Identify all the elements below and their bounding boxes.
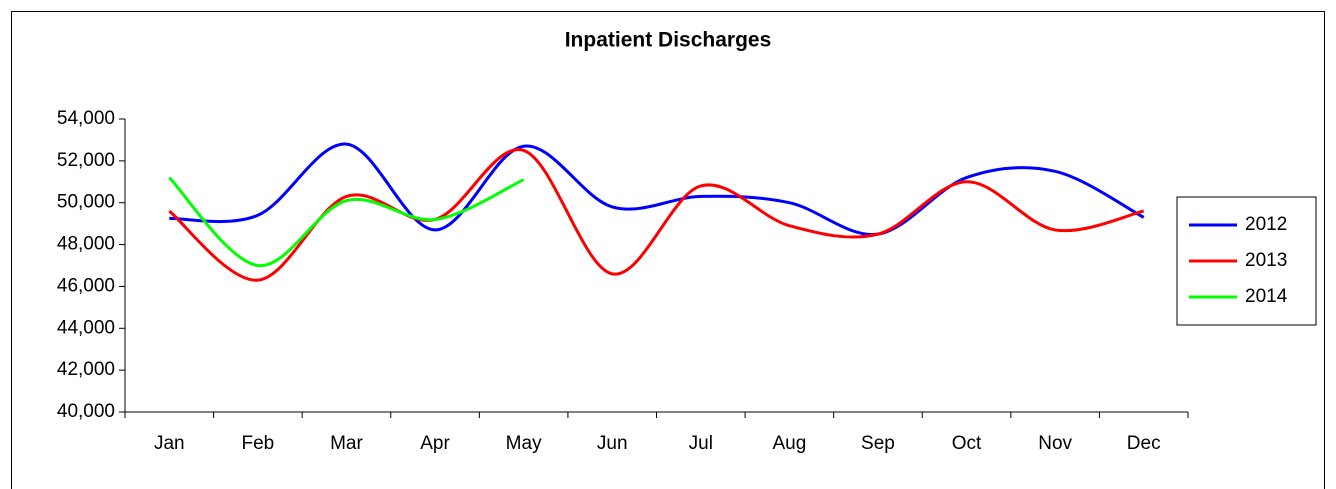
x-tick-label: Oct bbox=[952, 433, 982, 454]
x-tick-label: Aug bbox=[772, 433, 806, 454]
x-tick-label: Dec bbox=[1127, 433, 1161, 454]
x-tick-label: Jul bbox=[689, 433, 713, 454]
series-line bbox=[168, 148, 1145, 282]
legend-label: 2012 bbox=[1245, 214, 1287, 235]
y-tick-label: 40,000 bbox=[57, 401, 115, 422]
x-tick-label: Apr bbox=[420, 433, 450, 454]
y-tick-label: 50,000 bbox=[57, 192, 115, 213]
y-tick-label: 44,000 bbox=[57, 317, 115, 338]
chart-frame bbox=[11, 11, 1325, 489]
y-tick-label: 42,000 bbox=[57, 359, 115, 380]
x-tick-label: Jun bbox=[597, 433, 628, 454]
x-tick-label: Feb bbox=[242, 433, 275, 454]
legend-label: 2013 bbox=[1245, 250, 1287, 271]
series-line bbox=[169, 142, 1145, 236]
x-tick-label: May bbox=[506, 433, 542, 454]
y-tick-label: 52,000 bbox=[57, 150, 115, 171]
x-tick-label: Mar bbox=[330, 433, 363, 454]
x-tick-label: Nov bbox=[1038, 433, 1072, 454]
x-tick-label: Sep bbox=[861, 433, 895, 454]
series-line bbox=[168, 176, 525, 268]
y-tick-label: 54,000 bbox=[57, 108, 115, 129]
x-tick-label: Jan bbox=[154, 433, 185, 454]
y-tick-label: 46,000 bbox=[57, 275, 115, 296]
y-tick-label: 48,000 bbox=[57, 234, 115, 255]
legend-label: 2014 bbox=[1245, 286, 1288, 307]
chart-title: Inpatient Discharges bbox=[565, 29, 772, 52]
